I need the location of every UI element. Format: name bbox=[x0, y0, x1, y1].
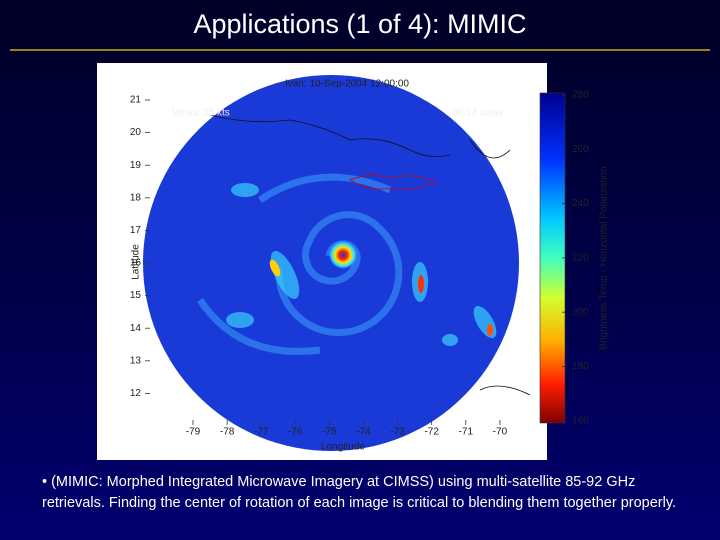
x-tick-label: -72 bbox=[424, 427, 439, 438]
vmax-label: Vmax: 25 kts bbox=[172, 108, 230, 119]
y-tick-label: 14 bbox=[130, 323, 142, 334]
coastlines bbox=[209, 114, 531, 396]
x-tick-label: -70 bbox=[493, 427, 508, 438]
hot-spots bbox=[269, 259, 493, 336]
x-tick-label: -71 bbox=[459, 427, 474, 438]
colorbar-tick-label: 280 bbox=[572, 90, 589, 101]
x-axis-label: Longitude bbox=[321, 442, 365, 453]
image-title: Ivan: 10-Sep-2004 12:00:00 bbox=[285, 79, 409, 90]
colorbar-label: Brightness Temp - Horizontal Polarizatio… bbox=[599, 166, 610, 349]
y-axis-label: Latitude bbox=[131, 244, 142, 280]
slide-title: Applications (1 of 4): MIMIC bbox=[193, 9, 526, 39]
colorbar-tick-label: 200 bbox=[572, 307, 589, 318]
colorbar-tick-label: 160 bbox=[572, 415, 589, 426]
spiral-bands bbox=[197, 173, 403, 355]
x-tick-label: -75 bbox=[322, 427, 337, 438]
x-tick-label: -74 bbox=[356, 427, 371, 438]
x-tick-label: -78 bbox=[220, 427, 235, 438]
slide-graphics: Applications (1 of 4): MIMIC bbox=[10, 9, 710, 453]
satellite-image bbox=[143, 75, 531, 451]
x-tick-label: -73 bbox=[390, 427, 405, 438]
offset-label: 00:14 away bbox=[452, 108, 503, 119]
swath-disk bbox=[143, 75, 519, 451]
colorbar-tick-label: 260 bbox=[572, 144, 589, 155]
x-tick-label: -76 bbox=[288, 427, 303, 438]
colorbar-tick-label: 240 bbox=[572, 198, 589, 209]
y-tick-label: 15 bbox=[130, 290, 142, 301]
y-tick-label: 12 bbox=[130, 388, 142, 399]
y-tick-label: 18 bbox=[130, 192, 142, 203]
y-tick-label: 17 bbox=[130, 225, 142, 236]
y-tick-label: 16 bbox=[130, 258, 142, 269]
y-tick-label: 19 bbox=[130, 160, 142, 171]
y-tick-label: 21 bbox=[130, 95, 142, 106]
y-tick-label: 13 bbox=[130, 355, 142, 366]
hurricane-eye bbox=[329, 241, 357, 269]
y-tick-label: 20 bbox=[130, 127, 142, 138]
x-tick-label: -77 bbox=[254, 427, 269, 438]
caption: • (MIMIC: Morphed Integrated Microwave I… bbox=[42, 474, 677, 511]
x-tick-label: -79 bbox=[186, 427, 201, 438]
colorbar bbox=[539, 92, 566, 424]
colorbar-tick-label: 180 bbox=[572, 361, 589, 372]
colorbar-tick-label: 220 bbox=[572, 253, 589, 264]
